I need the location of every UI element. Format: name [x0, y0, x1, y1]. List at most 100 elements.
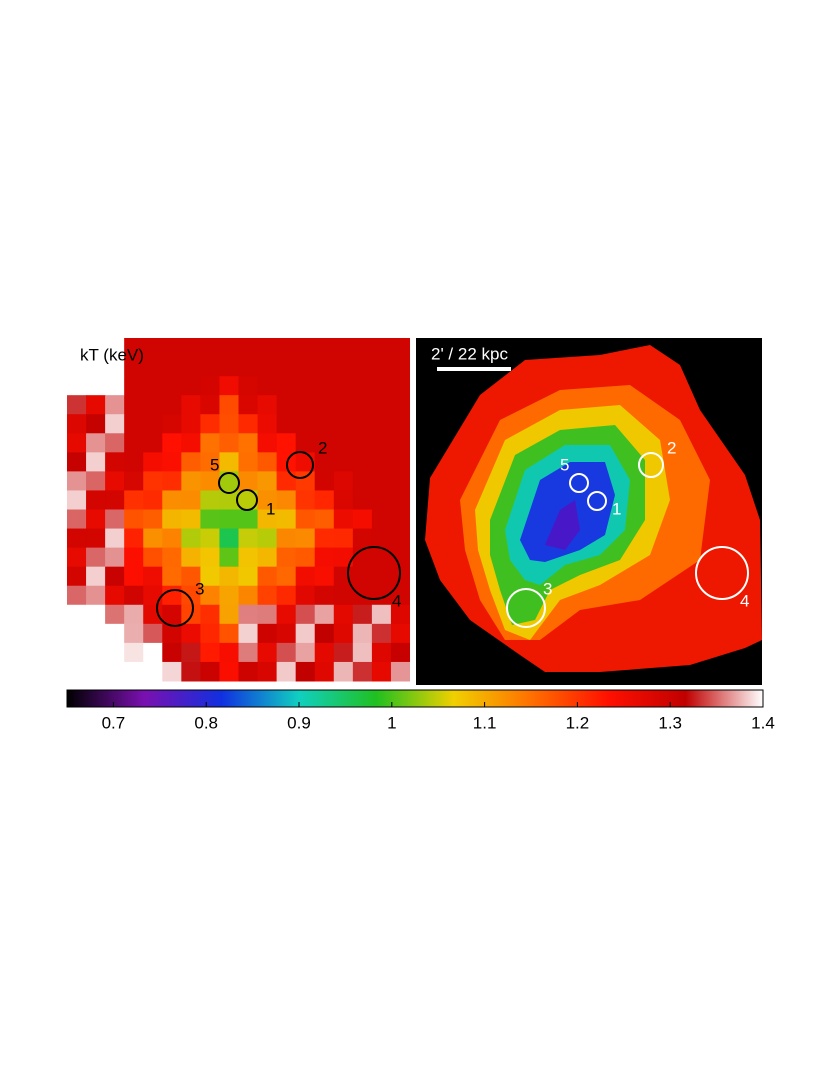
map-pixel: [67, 547, 87, 568]
map-pixel: [276, 509, 297, 530]
region-label: 3: [543, 579, 552, 598]
map-pixel: [238, 661, 259, 682]
map-pixel: [352, 452, 373, 472]
map-pixel: [219, 338, 239, 358]
map-pixel: [162, 357, 182, 377]
map-pixel: [276, 566, 297, 587]
map-pixel: [333, 661, 354, 682]
map-pixel: [390, 376, 410, 396]
map-pixel: [86, 433, 106, 453]
map-pixel: [143, 338, 163, 358]
map-pixel: [200, 338, 220, 358]
map-pixel: [333, 623, 354, 644]
map-pixel: [314, 566, 335, 587]
map-pixel: [333, 604, 354, 625]
map-pixel: [276, 376, 297, 396]
region-label: 2: [318, 438, 327, 457]
map-pixel: [124, 585, 144, 606]
map-pixel: [219, 509, 239, 530]
map-pixel: [314, 490, 335, 510]
map-pixel: [257, 471, 278, 491]
map-pixel: [333, 528, 354, 549]
map-pixel: [352, 395, 373, 415]
map-pixel: [143, 623, 163, 644]
map-pixel: [238, 395, 259, 415]
map-pixel: [276, 338, 297, 358]
map-pixel: [162, 414, 182, 434]
map-pixel: [314, 642, 335, 663]
map-pixel: [200, 490, 220, 510]
map-pixel: [181, 642, 201, 663]
left-map: [67, 338, 410, 682]
map-pixel: [219, 357, 239, 377]
map-pixel: [333, 414, 354, 434]
map-pixel: [124, 395, 144, 415]
map-pixel: [124, 566, 144, 587]
map-pixel: [67, 661, 87, 682]
map-pixel: [181, 376, 201, 396]
map-pixel: [371, 490, 392, 510]
map-pixel: [314, 547, 335, 568]
map-pixel: [162, 642, 182, 663]
map-pixel: [67, 395, 87, 415]
map-pixel: [352, 661, 373, 682]
map-pixel: [162, 604, 182, 625]
map-pixel: [200, 661, 220, 682]
map-pixel: [67, 566, 87, 587]
right-labels: 2' / 22 kpc 1 2 3 4 5: [431, 344, 749, 610]
map-pixel: [181, 661, 201, 682]
map-pixel: [219, 661, 239, 682]
map-pixel: [390, 547, 410, 568]
map-pixel: [143, 452, 163, 472]
map-pixel: [200, 376, 220, 396]
map-pixel: [181, 528, 201, 549]
map-pixel: [333, 338, 354, 358]
map-pixel: [162, 471, 182, 491]
map-pixel: [352, 642, 373, 663]
map-pixel: [162, 623, 182, 644]
map-pixel: [86, 395, 106, 415]
map-pixel: [181, 623, 201, 644]
map-pixel: [67, 642, 87, 663]
map-pixel: [295, 357, 316, 377]
map-pixel: [352, 376, 373, 396]
map-pixel: [67, 490, 87, 510]
map-pixel: [276, 433, 297, 453]
map-pixel: [162, 585, 182, 606]
map-pixel: [143, 661, 163, 682]
map-pixel: [162, 376, 182, 396]
map-pixel: [86, 376, 106, 396]
map-pixel: [124, 414, 144, 434]
map-pixel: [219, 528, 239, 549]
map-pixel: [200, 623, 220, 644]
map-pixel: [219, 471, 239, 491]
map-pixel: [295, 547, 316, 568]
map-pixel: [86, 604, 106, 625]
map-pixel: [257, 490, 278, 510]
map-pixel: [333, 547, 354, 568]
map-pixel: [314, 471, 335, 491]
map-pixel: [162, 338, 182, 358]
map-pixel: [143, 414, 163, 434]
map-pixel: [181, 471, 201, 491]
map-pixel: [124, 357, 144, 377]
map-pixel: [276, 414, 297, 434]
map-pixel: [67, 471, 87, 491]
map-pixel: [390, 528, 410, 549]
map-pixel: [124, 642, 144, 663]
map-pixel: [86, 471, 106, 491]
map-pixel: [219, 585, 239, 606]
map-pixel: [371, 642, 392, 663]
map-pixel: [143, 566, 163, 587]
map-pixel: [124, 604, 144, 625]
map-pixel: [390, 395, 410, 415]
map-pixel: [143, 471, 163, 491]
map-pixel: [67, 604, 87, 625]
map-pixel: [181, 357, 201, 377]
map-pixel: [200, 452, 220, 472]
map-pixel: [276, 604, 297, 625]
map-pixel: [67, 414, 87, 434]
map-pixel: [124, 471, 144, 491]
map-pixel: [219, 623, 239, 644]
map-pixel: [352, 433, 373, 453]
